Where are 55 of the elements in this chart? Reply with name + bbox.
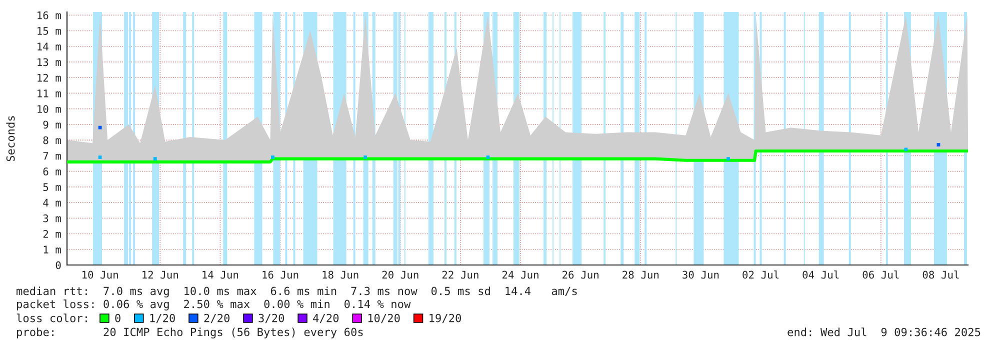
y-tick-label: 16 m (38, 11, 61, 20)
x-tick-label: 08 Jul (922, 270, 959, 279)
x-tick-label: 26 Jun (562, 270, 598, 279)
y-tick-label: 7 m (43, 152, 61, 160)
point (364, 156, 368, 159)
x-tick-label: 06 Jul (862, 270, 899, 279)
y-tick-label: 4 m (43, 198, 61, 207)
point (98, 126, 102, 130)
x-tick-label: 14 Jun (202, 270, 238, 279)
y-tick-label: 1 m (44, 246, 61, 254)
point (904, 148, 908, 152)
x-tick-label: 04 Jul (802, 270, 839, 279)
y-tick-label: 12 m (38, 74, 61, 82)
x-tick-label: 18 Jun (322, 270, 358, 279)
text: probe: 20 ICMP Echo Pings (56 Bytes) every 60s (17, 328, 363, 338)
legend-label: 10/20 (368, 314, 400, 324)
y-tick-label: 5 m (43, 183, 61, 192)
y-tick-label: 15 m (38, 27, 61, 35)
x-tick-label: 20 Jun (382, 270, 418, 279)
point (153, 157, 157, 161)
y-tick-label: 14 m (38, 42, 61, 50)
legend-label: 3/20 (258, 314, 284, 324)
x-tick-label: 16 Jun (262, 270, 298, 279)
x-tick-label: 22 Jun (442, 270, 478, 279)
x-tick-label: 30 Jun (682, 270, 719, 279)
legend-label: 2/20 (204, 314, 230, 324)
x-tick-label: 24 Jun (502, 270, 538, 279)
point (726, 157, 730, 161)
y-tick-label: 9 m (43, 120, 61, 129)
point (486, 156, 490, 159)
legend-title: loss color: (16, 314, 87, 322)
y-tick-label: 10 m (38, 105, 61, 113)
text: end: Wed Jul 9 09:36:46 2025 (788, 328, 980, 336)
y-tick-label: 8 m (43, 136, 61, 144)
x-tick-label: 12 Jun (142, 270, 178, 279)
legend-label: 19/20 (430, 314, 461, 324)
point (271, 156, 274, 159)
y-axis-title: Seconds (6, 116, 15, 162)
legend-label: 4/20 (313, 314, 339, 324)
y-tick-label: 13 m (38, 58, 61, 66)
x-tick-label: 02 Jul (742, 270, 779, 279)
y-tick-label: 3 m (43, 214, 61, 222)
legend-label: 1/20 (150, 314, 175, 324)
text: packet loss: 0.06 % avg 2.50 % max 0.00 % min 0.14 % now (17, 300, 411, 310)
y-tick-label: 11 m (38, 90, 61, 98)
point (98, 156, 102, 159)
point (936, 143, 940, 146)
y-tick-label: 2 m (43, 230, 61, 238)
legend-label: 0 (115, 314, 120, 322)
line-series (67, 149, 968, 164)
text: median rtt: 7.0 ms avg 10.0 ms max 6.6 ms min 7.3 ms now 0.5 ms sd 14.4 am/s (16, 286, 577, 298)
y-tick-label: 0 (56, 261, 61, 270)
y-tick-label: 6 m (43, 168, 61, 176)
x-tick-label: 28 Jun (622, 270, 659, 279)
x-tick-label: 10 Jun (82, 270, 118, 279)
